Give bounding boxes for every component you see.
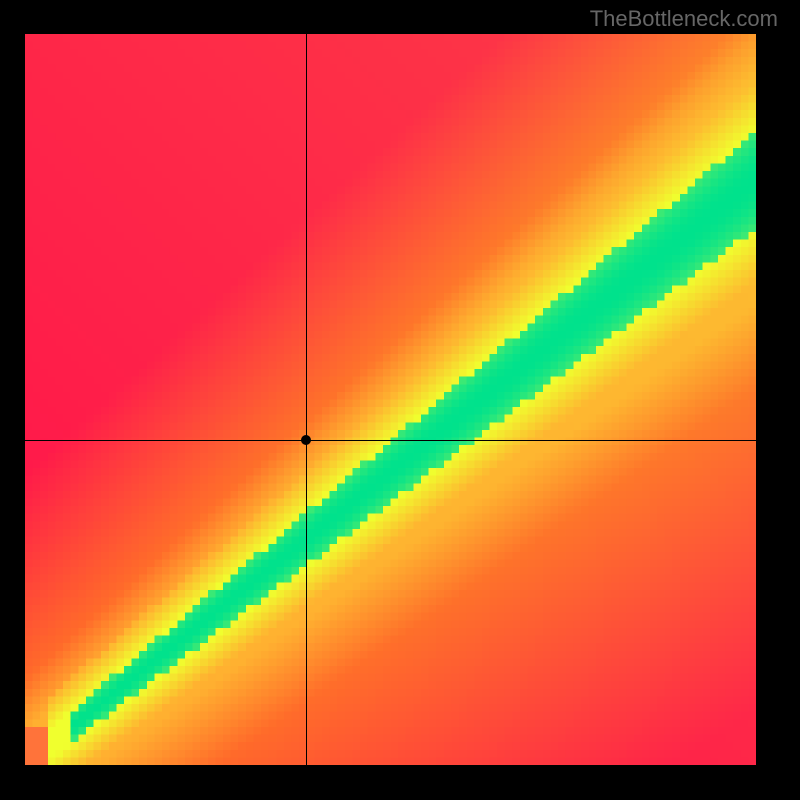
plot-area xyxy=(25,34,756,765)
chart-container: TheBottleneck.com xyxy=(0,0,800,800)
crosshair-vertical xyxy=(306,34,307,765)
bottleneck-heatmap xyxy=(25,34,756,765)
crosshair-horizontal xyxy=(25,440,756,441)
watermark-text: TheBottleneck.com xyxy=(590,6,778,32)
crosshair-marker xyxy=(301,435,311,445)
